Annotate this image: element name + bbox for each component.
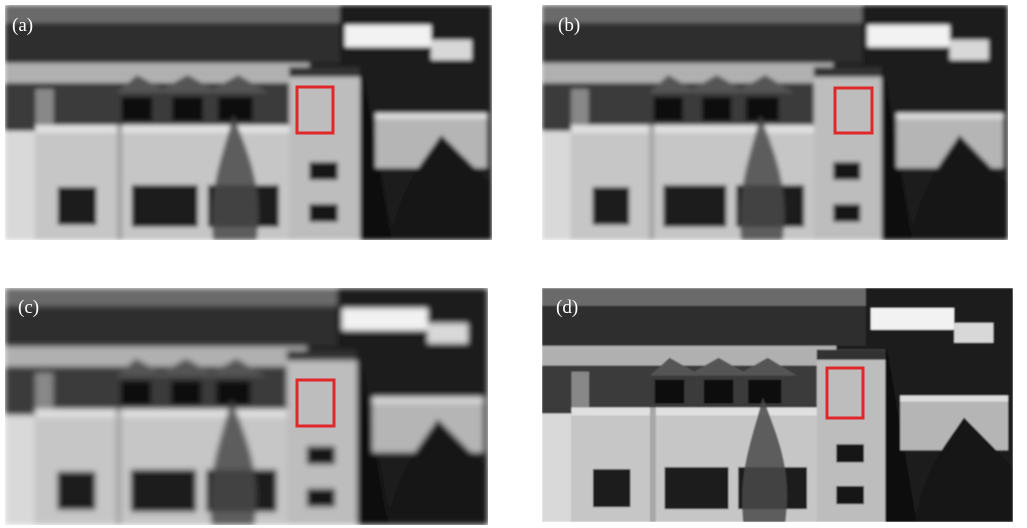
image [542, 288, 1013, 522]
image [5, 288, 488, 525]
image [542, 5, 1008, 240]
panel-b: (b) [542, 5, 1008, 240]
panel-label: (c) [18, 297, 39, 318]
panel-label: (a) [12, 15, 33, 36]
panel-c: (c) [5, 288, 488, 525]
panel-d: (d) [542, 288, 1013, 522]
figure: (a) (b) (c) (d) [0, 0, 1027, 528]
panel-label: (d) [556, 297, 578, 318]
image [5, 5, 492, 240]
panel-a: (a) [5, 5, 492, 240]
panel-label: (b) [558, 15, 580, 36]
